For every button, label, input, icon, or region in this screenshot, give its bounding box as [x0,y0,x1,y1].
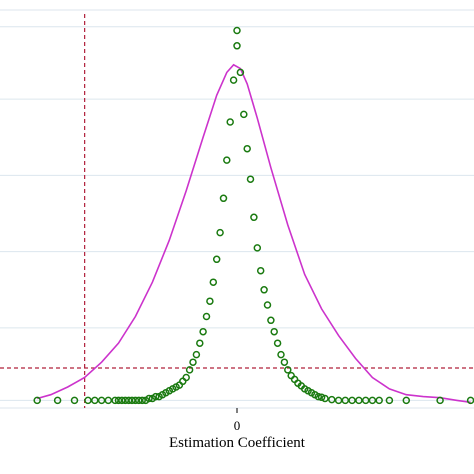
scatter-point [209,278,218,286]
x-tick-label: 0 [234,418,241,433]
scatter-point [246,175,255,183]
scatter-point [128,396,136,405]
scatter-point [189,358,197,366]
scatter-point [33,396,41,405]
grid-lines [0,26,474,401]
scatter-point [192,350,201,359]
scatter-point [206,297,214,305]
scatter-point [179,377,187,386]
scatter-point [314,392,323,401]
scatter-point [223,156,231,164]
scatter-point [256,266,265,275]
scatter-point [243,144,251,153]
scatter-point [233,42,241,50]
scatter-point [436,396,444,405]
scatter-point [212,255,221,264]
scatter-point [229,76,238,84]
scatter-point [284,366,292,374]
scatter-point [114,396,123,405]
scatter-point [277,350,285,359]
scatter-point [196,339,204,347]
scatter-point [253,244,262,252]
scatter-point [287,371,295,380]
scatter-point [348,396,356,405]
scatter-point [145,394,153,403]
scatter-point [385,396,394,405]
scatter-point [263,301,272,309]
scatter-point [270,327,278,336]
scatter-point [219,194,228,203]
scatter-point [328,395,336,404]
scatter-point [111,396,119,405]
scatter-point [250,213,258,222]
scatter-point [84,396,92,405]
scatter-point [267,316,275,325]
scatter-points-group [33,26,474,405]
scatter-point [402,396,411,405]
density-curve-group [36,63,471,404]
scatter-point [91,396,99,405]
scatter-point [368,396,377,405]
scatter-point [260,286,268,294]
scatter-point [273,339,282,347]
scatter-point [355,396,363,405]
scatter-point [135,396,143,405]
scatter-point [216,228,224,237]
scatter-point [53,396,62,405]
scatter-point [185,366,194,374]
reference-lines [0,14,474,408]
scatter-point [182,373,190,382]
scatter-point [317,393,326,402]
scatter-point [118,396,126,405]
scatter-point [321,394,329,403]
scatter-point [104,396,113,405]
scatter-point [280,358,289,366]
scatter-point [375,396,383,405]
scatter-point [151,392,160,401]
scatter-point [233,26,241,35]
x-axis-title: Estimation Coefficient [169,435,306,451]
scatter-point [199,327,207,336]
scatter-point [202,312,211,321]
scatter-point [240,110,248,119]
scatter-point [226,118,234,126]
scatter-point [341,396,350,405]
scatter-point [236,68,245,77]
density-curve [36,63,471,404]
scatter-point [70,396,79,405]
scatter-point [131,396,140,405]
plot-frame [0,9,474,409]
x-axis-ticks: 0 [234,408,241,433]
scatter-point [138,396,146,405]
